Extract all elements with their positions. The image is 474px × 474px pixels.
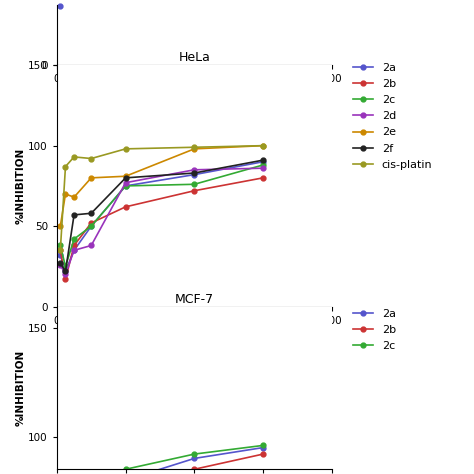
Line: 2b: 2b [58, 452, 265, 474]
2a [71, 247, 77, 253]
2e [123, 173, 128, 179]
2a [123, 183, 128, 189]
cis-platin [71, 154, 77, 160]
Line: 2f: 2f [58, 158, 265, 273]
2e [63, 191, 68, 197]
2d [71, 247, 77, 253]
2b [260, 451, 266, 457]
2d [191, 167, 197, 173]
2a [57, 252, 63, 258]
2f [63, 268, 68, 274]
2a [260, 445, 266, 450]
Y-axis label: %INHIBITION: %INHIBITION [15, 350, 25, 426]
Line: 2c: 2c [58, 163, 265, 269]
2b [57, 247, 63, 253]
X-axis label: CONCENTRATION: CONCENTRATION [145, 328, 244, 338]
2a [191, 456, 197, 461]
cis-platin [123, 146, 128, 152]
2c [63, 264, 68, 269]
Y-axis label: %INHIBITION: %INHIBITION [15, 148, 25, 224]
2f [260, 157, 266, 163]
2b [123, 204, 128, 210]
2e [57, 223, 63, 229]
2a [260, 159, 266, 164]
cis-platin [88, 155, 94, 161]
2c [260, 443, 266, 448]
Title: HeLa: HeLa [178, 51, 210, 64]
2b [63, 276, 68, 282]
2f [123, 175, 128, 181]
cis-platin [57, 247, 63, 253]
Line: 2e: 2e [58, 143, 265, 228]
2b [88, 220, 94, 226]
2d [88, 243, 94, 248]
2e [88, 175, 94, 181]
Legend: 2a, 2b, 2c: 2a, 2b, 2c [348, 304, 400, 355]
2d [57, 262, 63, 268]
2f [191, 170, 197, 176]
Line: cis-platin: cis-platin [58, 143, 265, 253]
2d [260, 165, 266, 171]
2e [260, 143, 266, 148]
cis-platin [63, 164, 68, 169]
2f [71, 212, 77, 218]
Line: 2c: 2c [58, 443, 265, 474]
2b [260, 175, 266, 181]
2c [191, 182, 197, 187]
2c [260, 162, 266, 168]
2c [191, 451, 197, 457]
Title: MCF-7: MCF-7 [175, 292, 214, 306]
2a [191, 172, 197, 177]
Line: 2d: 2d [58, 166, 265, 277]
2a [88, 223, 94, 229]
2e [191, 146, 197, 152]
2d [63, 272, 68, 277]
2d [123, 180, 128, 185]
Line: 2b: 2b [58, 175, 265, 282]
2f [88, 210, 94, 216]
2e [71, 194, 77, 200]
2f [57, 260, 63, 266]
cis-platin [191, 145, 197, 150]
2c [71, 236, 77, 242]
2b [71, 243, 77, 248]
2b [191, 188, 197, 193]
Legend: 2a, 2b, 2c, 2d, 2e, 2f, cis-platin: 2a, 2b, 2c, 2d, 2e, 2f, cis-platin [348, 59, 437, 174]
cis-platin [260, 143, 266, 148]
2b [191, 466, 197, 472]
Line: 2a: 2a [58, 159, 265, 273]
Line: 2a: 2a [58, 445, 265, 474]
2a [63, 268, 68, 274]
X-axis label: CONCENTRATION: CONCENTRATION [145, 87, 244, 97]
2c [123, 183, 128, 189]
2c [57, 243, 63, 248]
2c [123, 466, 128, 472]
2c [88, 223, 94, 229]
